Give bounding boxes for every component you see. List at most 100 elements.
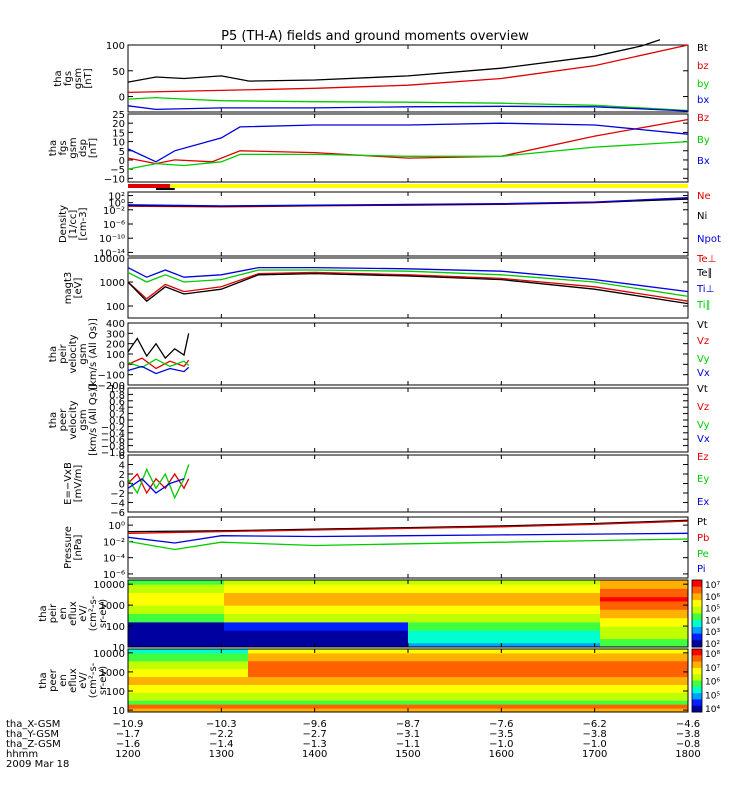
spectrogram-cell — [384, 630, 393, 635]
spectrogram-cell — [520, 708, 529, 713]
spectrogram-cell — [680, 696, 689, 701]
spectrogram-cell — [664, 704, 673, 709]
spectrogram-cell — [288, 596, 297, 602]
spectrogram-cell — [440, 634, 449, 640]
spectrogram-cell — [648, 649, 657, 654]
spectrogram-cell — [440, 708, 449, 713]
spectrogram-cell — [368, 672, 377, 678]
spectrogram-cell — [600, 588, 609, 594]
spectrogram-cell — [544, 626, 553, 631]
spectrogram-cell — [408, 600, 417, 606]
spectrogram-cell — [232, 596, 241, 602]
x-axis-row-value: −0.8 — [676, 739, 700, 750]
y-tick-label: 0 — [119, 360, 125, 371]
spectrogram-cell — [464, 656, 473, 662]
spectrogram-cell — [640, 584, 649, 589]
spectrogram-cell — [208, 684, 217, 689]
spectrogram-cell — [400, 700, 409, 705]
y-axis-label: Pressure — [63, 526, 74, 569]
spectrogram-cell — [208, 704, 217, 709]
spectrogram-cell — [624, 600, 633, 606]
spectrogram-cell — [208, 592, 217, 598]
spectrogram-cell — [384, 605, 393, 610]
spectrogram-cell — [384, 684, 393, 689]
legend-entry: Pe — [697, 549, 709, 560]
spectrogram-cell — [216, 692, 225, 697]
spectrogram-cell — [472, 596, 481, 602]
spectrogram-cell — [200, 688, 209, 693]
spectrogram-cell — [288, 605, 297, 610]
spectrogram-cell — [640, 642, 649, 648]
spectrogram-cell — [312, 617, 321, 623]
spectrogram-cell — [216, 605, 225, 610]
spectrogram-cell — [592, 609, 601, 614]
spectrogram-cell — [304, 634, 313, 640]
spectrogram-cell — [232, 684, 241, 689]
spectrogram-cell — [416, 684, 425, 689]
spectrogram-cell — [264, 688, 273, 693]
spectrogram-cell — [632, 692, 641, 697]
spectrogram-cell — [672, 580, 681, 585]
spectrogram-cell — [552, 613, 561, 619]
spectrogram-cell — [152, 592, 161, 598]
spectrogram-cell — [616, 692, 625, 697]
spectrogram-cell — [152, 626, 161, 631]
spectrogram-cell — [536, 704, 545, 709]
spectrogram-cell — [160, 656, 169, 662]
legend-entry: Bt — [697, 43, 708, 54]
spectrogram-cell — [656, 634, 665, 640]
spectrogram-cell — [504, 708, 513, 713]
spectrogram-cell — [344, 605, 353, 610]
spectrogram-cell — [432, 649, 441, 654]
spectrogram-cell — [560, 600, 569, 606]
spectrogram-cell — [552, 692, 561, 697]
spectrogram-cell — [360, 708, 369, 713]
spectrogram-cell — [616, 676, 625, 681]
colorbar-segment — [692, 667, 702, 675]
spectrogram-cell — [632, 630, 641, 635]
spectrogram-cell — [640, 680, 649, 685]
spectrogram-cell — [552, 600, 561, 606]
spectrogram-cell — [664, 649, 673, 654]
spectrogram-cell — [624, 613, 633, 619]
spectrogram-cell — [544, 580, 553, 585]
spectrogram-cell — [288, 588, 297, 594]
spectrogram-cell — [560, 672, 569, 678]
spectrogram-cell — [336, 660, 345, 666]
spectrogram-cell — [320, 680, 329, 685]
spectrogram-cell — [200, 630, 209, 635]
spectrogram-cell — [176, 617, 185, 623]
spectrogram-cell — [656, 692, 665, 697]
spectrogram-cell — [352, 605, 361, 610]
spectrogram-cell — [296, 634, 305, 640]
spectrogram-cell — [680, 596, 689, 602]
spectrogram-cell — [344, 668, 353, 674]
spectrogram-cell — [400, 672, 409, 678]
spectrogram-cell — [464, 692, 473, 697]
spectrogram-cell — [648, 630, 657, 635]
spectrogram-cell — [296, 600, 305, 606]
spectrogram-cell — [672, 592, 681, 598]
spectrogram-cell — [200, 626, 209, 631]
spectrogram-cell — [256, 638, 265, 644]
spectrogram-cell — [312, 656, 321, 662]
spectrogram-cell — [536, 630, 545, 635]
spectrogram-cell — [640, 617, 649, 623]
x-axis-row-value: −1.6 — [116, 739, 140, 750]
spectrogram-cell — [480, 638, 489, 644]
spectrogram-cell — [664, 613, 673, 619]
spectrogram-cell — [584, 617, 593, 623]
spectrogram-cell — [488, 630, 497, 635]
spectrogram-cell — [384, 688, 393, 693]
colorbar-tick-label: 10⁶ — [705, 593, 720, 603]
spectrogram-cell — [448, 684, 457, 689]
spectrogram-cell — [504, 596, 513, 602]
spectrogram-cell — [320, 660, 329, 666]
spectrogram-cell — [584, 609, 593, 614]
spectrogram-cell — [200, 668, 209, 674]
spectrogram-cell — [160, 680, 169, 685]
spectrogram-cell — [232, 668, 241, 674]
spectrogram-cell — [272, 609, 281, 614]
spectrogram-cell — [408, 696, 417, 701]
